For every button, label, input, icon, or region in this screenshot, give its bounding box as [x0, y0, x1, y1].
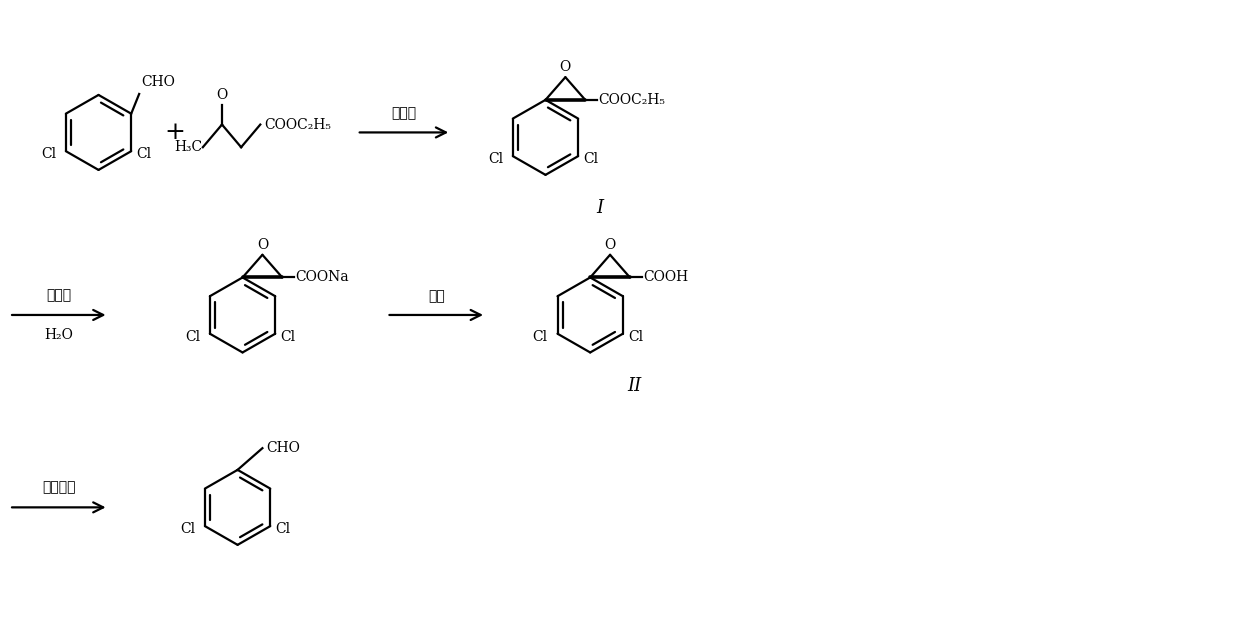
Text: COOC₂H₅: COOC₂H₅	[264, 118, 331, 131]
Text: CHO: CHO	[141, 75, 175, 89]
Text: COONa: COONa	[295, 271, 348, 284]
Text: H₂O: H₂O	[45, 328, 73, 342]
Text: 无机碱: 无机碱	[46, 288, 72, 302]
Text: Cl: Cl	[627, 329, 644, 344]
Text: Cl: Cl	[487, 152, 503, 166]
Text: Cl: Cl	[280, 329, 295, 344]
Text: H₃C: H₃C	[175, 140, 203, 154]
Text: Cl: Cl	[583, 152, 598, 166]
Text: O: O	[559, 60, 570, 74]
Text: +: +	[165, 121, 186, 144]
Text: Cl: Cl	[41, 147, 56, 161]
Text: O: O	[604, 238, 616, 252]
Text: COOC₂H₅: COOC₂H₅	[598, 93, 665, 107]
Text: CHO: CHO	[267, 441, 300, 455]
Text: Cl: Cl	[532, 329, 548, 344]
Text: 酸性条件: 酸性条件	[42, 481, 76, 494]
Text: Cl: Cl	[136, 147, 151, 161]
Text: II: II	[627, 377, 642, 395]
Text: COOH: COOH	[642, 271, 688, 284]
Text: Cl: Cl	[275, 522, 290, 536]
Text: Cl: Cl	[185, 329, 200, 344]
Text: O: O	[216, 88, 228, 102]
Text: 有机碱: 有机碱	[392, 107, 417, 121]
Text: O: O	[257, 238, 268, 252]
Text: 调酸: 调酸	[428, 289, 445, 303]
Text: Cl: Cl	[180, 522, 195, 536]
Text: I: I	[596, 199, 604, 217]
